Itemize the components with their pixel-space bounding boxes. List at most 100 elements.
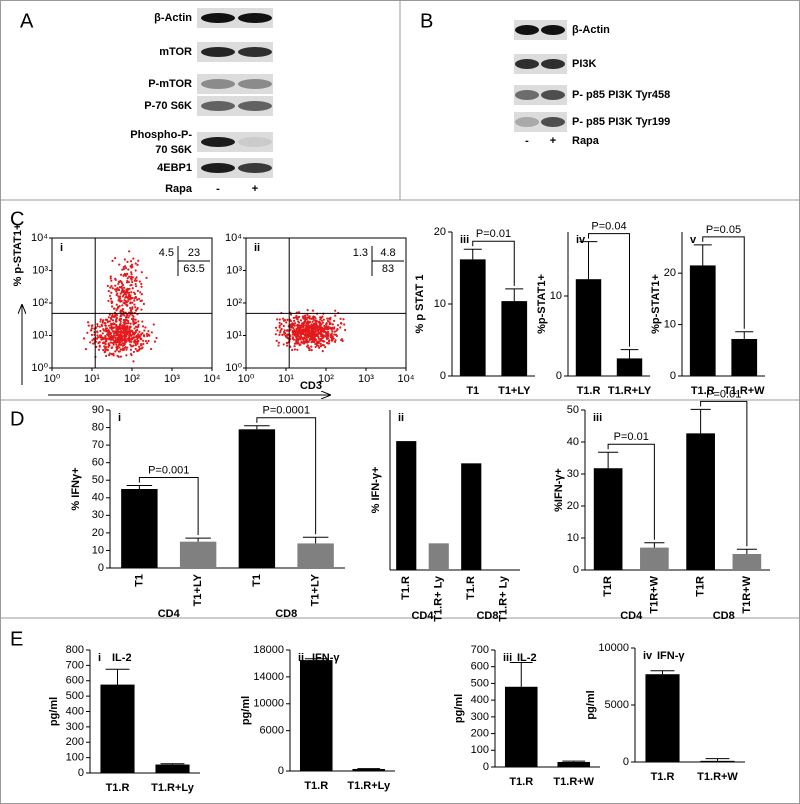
event-dot xyxy=(317,330,320,333)
event-dot xyxy=(136,263,139,266)
event-dot xyxy=(310,323,313,326)
y-label: %p-STAT1+ xyxy=(536,274,548,334)
event-dot xyxy=(305,336,309,339)
event-dot xyxy=(108,344,111,347)
event-dot xyxy=(286,337,289,340)
event-dot xyxy=(96,330,99,333)
event-dot xyxy=(125,300,128,303)
event-dot xyxy=(125,322,128,325)
event-dot xyxy=(331,330,334,333)
event-dot xyxy=(295,338,298,342)
event-dot xyxy=(307,330,310,333)
event-dot xyxy=(318,322,321,325)
bar xyxy=(459,259,486,376)
event-dot xyxy=(117,343,121,347)
event-dot xyxy=(308,324,311,327)
y-tick-label: 60 xyxy=(92,457,104,469)
event-dot xyxy=(144,326,147,329)
flow-y-label: % p-STAT1+ xyxy=(12,224,24,287)
p-bracket xyxy=(472,240,515,286)
event-dot xyxy=(308,316,311,319)
p-value: P=0.01 xyxy=(614,431,649,443)
event-dot xyxy=(293,328,296,332)
event-dot xyxy=(342,318,345,321)
event-dot xyxy=(344,328,347,332)
event-dot xyxy=(107,345,110,349)
y-tick-label: 300 xyxy=(66,721,84,733)
flow-x-label: CD3 xyxy=(300,380,322,392)
event-dot xyxy=(125,318,128,321)
y-tick-label: 0 xyxy=(278,765,284,777)
event-dot xyxy=(329,322,332,325)
event-dot xyxy=(111,323,115,326)
event-dot xyxy=(330,337,334,340)
event-dot xyxy=(299,319,303,322)
event-dot xyxy=(121,268,124,271)
event-dot xyxy=(339,321,343,325)
y-tick-label: 18000 xyxy=(253,644,284,656)
event-dot xyxy=(142,342,145,346)
y-tick-label: 100 xyxy=(66,752,84,764)
group-label: CD4 xyxy=(620,610,643,622)
event-dot xyxy=(134,309,138,312)
event-dot xyxy=(134,269,137,272)
bar xyxy=(461,463,482,570)
event-dot xyxy=(150,347,153,351)
x-tick-label: T1R+W xyxy=(648,575,660,613)
event-dot xyxy=(300,331,303,334)
event-dot xyxy=(130,263,134,266)
event-dot xyxy=(306,322,309,325)
band xyxy=(238,13,272,23)
event-dot xyxy=(278,321,281,324)
event-dot xyxy=(129,348,133,351)
y-tick-label: 0 xyxy=(483,761,489,773)
event-dot xyxy=(139,333,143,336)
event-dot xyxy=(278,333,281,336)
event-dot xyxy=(320,319,323,322)
event-dot xyxy=(310,325,313,328)
event-dot xyxy=(86,331,89,334)
p-value: P=0.05 xyxy=(706,224,741,236)
event-dot xyxy=(119,310,122,313)
band xyxy=(541,90,565,100)
band xyxy=(541,25,565,35)
event-dot xyxy=(307,327,311,330)
event-dot xyxy=(333,330,336,333)
event-dot xyxy=(99,329,102,333)
event-dot xyxy=(117,306,120,309)
event-dot xyxy=(139,291,142,294)
y-tick-label: 50 xyxy=(92,474,104,486)
event-dot xyxy=(123,272,126,276)
event-dot xyxy=(140,293,143,296)
event-dot xyxy=(114,318,118,322)
event-dot xyxy=(302,316,306,319)
event-dot xyxy=(110,300,113,303)
event-dot xyxy=(291,336,295,339)
event-dot xyxy=(152,323,155,326)
event-dot xyxy=(115,317,119,320)
event-dot xyxy=(122,326,125,329)
event-dot xyxy=(135,334,138,338)
event-dot xyxy=(118,333,121,336)
bar xyxy=(640,547,669,570)
panel-letter: E xyxy=(10,628,23,650)
event-dot xyxy=(325,328,328,331)
event-dot xyxy=(333,319,336,322)
event-dot xyxy=(321,339,325,343)
event-dot xyxy=(101,336,104,339)
y-tick-label: 0 xyxy=(623,756,629,768)
x-tick-label: T1 xyxy=(133,574,145,587)
event-dot xyxy=(90,324,93,327)
event-dot xyxy=(114,277,117,280)
bar xyxy=(616,358,643,376)
event-dot xyxy=(328,326,332,329)
event-dot xyxy=(127,338,130,341)
x-tick-label: T1 xyxy=(466,385,479,397)
y-tick-label: 40 xyxy=(92,492,104,504)
y-tick-label: 600 xyxy=(66,675,84,687)
event-dot xyxy=(276,329,279,332)
x-tick-label: T1.R+LY xyxy=(608,385,652,397)
event-dot xyxy=(124,274,128,277)
event-dot xyxy=(145,276,148,280)
event-dot xyxy=(131,306,134,309)
